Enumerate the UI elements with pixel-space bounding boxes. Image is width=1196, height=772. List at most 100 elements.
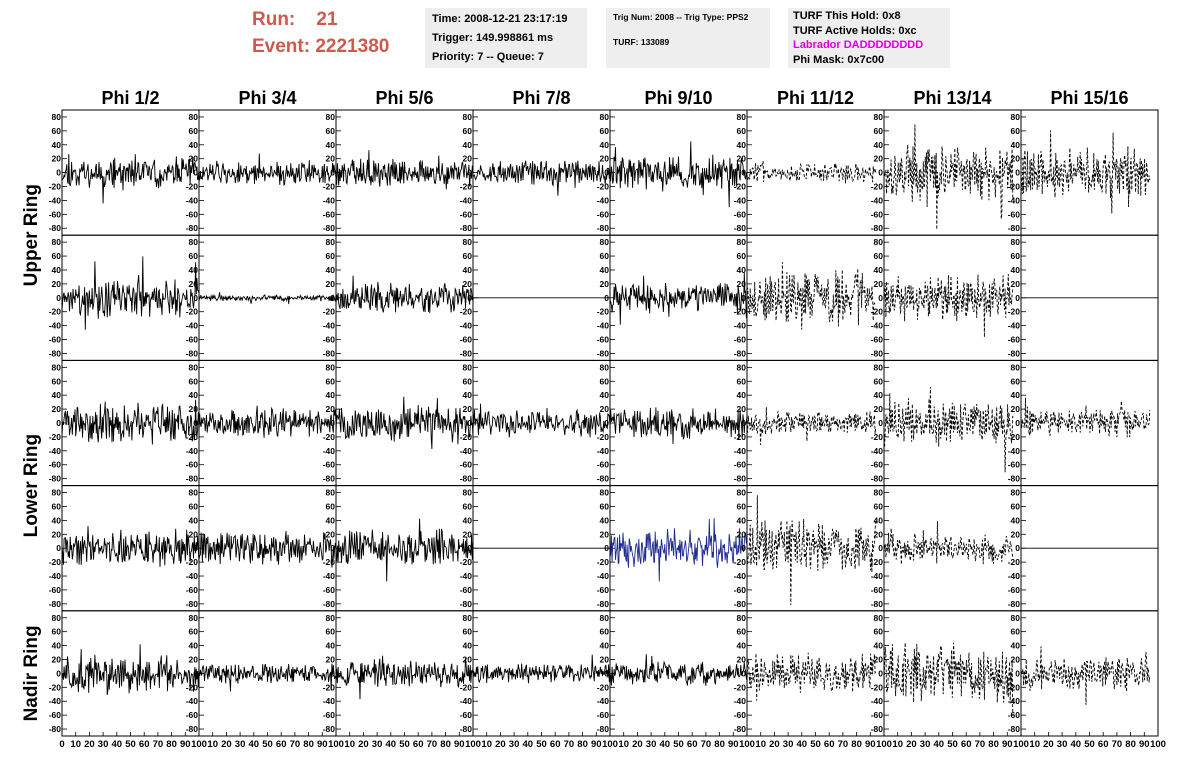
y-tick-label: 80 — [600, 613, 610, 623]
waveform-trace — [746, 652, 877, 701]
y-tick-label: 0 — [330, 293, 335, 303]
x-tick-label: 30 — [372, 739, 383, 750]
y-tick-label: 0 — [878, 668, 883, 678]
y-tick-label: 60 — [326, 251, 336, 261]
y-tick-label: 80 — [1011, 488, 1021, 498]
y-tick-label: 20 — [189, 529, 199, 539]
y-tick-label: 40 — [189, 265, 199, 275]
y-tick-label: 40 — [52, 641, 62, 651]
priority-text: Priority: 7 -- Queue: 7 — [432, 51, 544, 63]
y-tick-label: 0 — [467, 418, 472, 428]
y-tick-label: -40 — [186, 446, 199, 456]
y-tick-label: -20 — [186, 557, 199, 567]
y-tick-label: 40 — [874, 641, 884, 651]
x-tick-label: 60 — [1098, 739, 1109, 750]
y-tick-label: 40 — [600, 265, 610, 275]
y-tick-label: 0 — [741, 668, 746, 678]
waveform-trace — [746, 160, 877, 184]
y-tick-label: 40 — [600, 390, 610, 400]
y-tick-label: 60 — [52, 501, 62, 511]
column-label: Phi 15/16 — [1050, 88, 1128, 108]
y-tick-label: 40 — [874, 390, 884, 400]
waveform-trace — [61, 644, 200, 695]
run-event-header: Run: 21 Event: 2221380 — [252, 6, 389, 60]
y-tick-label: -60 — [460, 585, 473, 595]
x-tick-label: 10 — [207, 739, 218, 750]
x-tick-label: 80 — [303, 739, 314, 750]
y-tick-label: 20 — [52, 279, 62, 289]
y-tick-label: -20 — [186, 307, 199, 317]
y-tick-label: -20 — [49, 182, 62, 192]
y-tick-label: 0 — [330, 418, 335, 428]
x-tick-label: 60 — [687, 739, 698, 750]
y-tick-label: 0 — [56, 168, 61, 178]
waveform-trace — [472, 160, 611, 196]
y-tick-label: -40 — [597, 696, 610, 706]
panel-frame — [609, 109, 748, 236]
y-tick-label: -20 — [49, 307, 62, 317]
y-tick-label: -80 — [49, 348, 62, 358]
y-tick-label: -40 — [49, 321, 62, 331]
y-tick-label: -40 — [323, 195, 336, 205]
y-tick-label: -60 — [871, 460, 884, 470]
x-tick-label: 10 — [481, 739, 492, 750]
y-tick-label: -60 — [734, 460, 747, 470]
y-tick-label: -20 — [871, 307, 884, 317]
x-tick-label: 70 — [427, 739, 438, 750]
waveform-trace — [472, 403, 611, 438]
waveform-trace — [335, 275, 474, 314]
y-tick-label: 40 — [189, 390, 199, 400]
y-tick-label: -40 — [871, 195, 884, 205]
x-tick-label: 20 — [495, 739, 506, 750]
y-tick-label: -60 — [460, 460, 473, 470]
y-tick-label: 40 — [600, 515, 610, 525]
waveform-trace — [746, 495, 877, 606]
y-tick-label: 80 — [874, 237, 884, 247]
y-tick-label: 20 — [737, 154, 747, 164]
y-tick-label: 40 — [463, 515, 473, 525]
panel-frame — [1020, 109, 1159, 236]
y-tick-label: -20 — [49, 682, 62, 692]
x-tick-label: 70 — [1112, 739, 1123, 750]
y-tick-label: 80 — [1011, 112, 1021, 122]
y-tick-label: -20 — [734, 182, 747, 192]
y-tick-label: -60 — [734, 585, 747, 595]
y-tick-label: -20 — [323, 432, 336, 442]
waveform-trace — [61, 256, 200, 330]
y-tick-label: -20 — [734, 432, 747, 442]
y-tick-label: 80 — [1011, 237, 1021, 247]
x-tick-label: 100 — [602, 739, 618, 750]
y-tick-label: -20 — [597, 432, 610, 442]
y-tick-label: 20 — [189, 654, 199, 664]
y-tick-label: 0 — [467, 168, 472, 178]
y-tick-label: 80 — [1011, 362, 1021, 372]
y-tick-label: 80 — [52, 488, 62, 498]
y-tick-label: 40 — [189, 641, 199, 651]
y-tick-label: -40 — [871, 446, 884, 456]
y-tick-label: 60 — [326, 627, 336, 637]
y-tick-label: -60 — [597, 209, 610, 219]
y-tick-label: 40 — [326, 140, 336, 150]
y-tick-label: -80 — [323, 223, 336, 233]
y-tick-label: 60 — [326, 501, 336, 511]
y-tick-label: 60 — [600, 627, 610, 637]
y-tick-label: 20 — [189, 154, 199, 164]
x-tick-label: 90 — [1139, 739, 1150, 750]
y-tick-label: -40 — [871, 571, 884, 581]
y-tick-label: -40 — [49, 446, 62, 456]
y-tick-label: 0 — [604, 668, 609, 678]
y-tick-label: -60 — [734, 335, 747, 345]
y-tick-label: -40 — [1008, 696, 1021, 706]
x-tick-label: 30 — [783, 739, 794, 750]
column-label: Phi 3/4 — [238, 88, 296, 108]
y-tick-label: -80 — [1008, 348, 1021, 358]
y-tick-label: 20 — [737, 404, 747, 414]
y-tick-label: -60 — [186, 710, 199, 720]
y-tick-label: 80 — [189, 112, 199, 122]
y-tick-label: 40 — [189, 140, 199, 150]
y-tick-label: 0 — [878, 168, 883, 178]
y-tick-label: -40 — [597, 195, 610, 205]
y-tick-label: -80 — [871, 348, 884, 358]
y-tick-label: 20 — [463, 154, 473, 164]
y-tick-label: 80 — [737, 112, 747, 122]
